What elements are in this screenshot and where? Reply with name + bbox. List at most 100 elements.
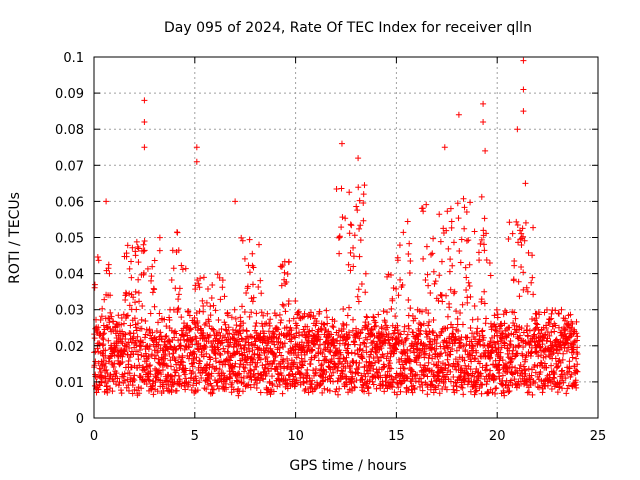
data-point xyxy=(463,341,470,348)
data-point xyxy=(132,324,139,331)
data-point xyxy=(458,365,465,372)
data-point xyxy=(189,336,196,343)
data-point xyxy=(248,309,255,316)
data-point xyxy=(225,324,232,331)
data-point xyxy=(432,386,439,393)
data-point xyxy=(394,391,401,398)
data-point xyxy=(370,355,377,362)
data-point xyxy=(555,324,562,331)
data-point xyxy=(449,324,456,331)
data-point xyxy=(548,329,555,336)
data-point xyxy=(229,379,236,386)
data-point xyxy=(369,339,376,346)
data-point xyxy=(402,337,409,343)
data-point xyxy=(381,363,388,370)
data-point xyxy=(338,185,345,192)
data-point xyxy=(417,349,424,356)
data-point xyxy=(267,316,274,323)
data-point xyxy=(552,307,559,314)
data-point xyxy=(333,338,340,345)
data-point xyxy=(518,325,525,332)
data-point xyxy=(298,371,305,378)
data-point xyxy=(327,378,334,385)
data-point xyxy=(158,371,165,378)
data-point xyxy=(337,351,344,358)
data-point xyxy=(181,337,188,344)
y-tick-label: 0.03 xyxy=(55,304,84,319)
data-point xyxy=(441,345,448,352)
data-point xyxy=(450,374,457,381)
data-point xyxy=(311,341,318,348)
data-point xyxy=(374,353,381,360)
data-point xyxy=(505,235,512,242)
data-point xyxy=(96,382,103,389)
data-point xyxy=(407,305,414,312)
data-point xyxy=(369,326,376,333)
data-point xyxy=(533,320,540,327)
data-point xyxy=(336,340,343,347)
data-point xyxy=(362,319,369,326)
data-point xyxy=(399,361,406,368)
data-point xyxy=(381,388,388,395)
data-point xyxy=(278,317,285,324)
data-point xyxy=(536,384,543,391)
data-point xyxy=(501,340,508,347)
data-point xyxy=(510,320,517,327)
data-point xyxy=(224,348,231,355)
data-point xyxy=(246,269,253,276)
data-point xyxy=(482,147,489,154)
data-point xyxy=(548,362,555,369)
data-point xyxy=(103,366,110,373)
data-point xyxy=(94,253,101,260)
data-point xyxy=(364,314,371,321)
data-point xyxy=(456,340,463,347)
data-point xyxy=(345,350,352,357)
data-point xyxy=(546,332,553,339)
data-point xyxy=(141,118,148,125)
data-point xyxy=(145,354,152,361)
data-point xyxy=(233,322,240,329)
data-point xyxy=(360,382,367,389)
data-point xyxy=(357,329,364,336)
data-point xyxy=(483,315,490,322)
data-point xyxy=(136,362,143,369)
data-point xyxy=(459,384,466,391)
data-point xyxy=(546,371,553,378)
data-point xyxy=(423,201,430,208)
data-point xyxy=(252,338,259,345)
data-point xyxy=(365,384,372,391)
data-point xyxy=(573,330,580,337)
data-point xyxy=(503,309,510,316)
data-point xyxy=(555,350,562,357)
data-point xyxy=(481,288,488,295)
data-point xyxy=(296,332,303,339)
data-point xyxy=(149,329,156,336)
data-point xyxy=(175,372,182,379)
data-point xyxy=(307,309,314,316)
data-point xyxy=(112,381,119,388)
data-point xyxy=(163,323,170,330)
data-point xyxy=(363,349,370,356)
data-point xyxy=(226,342,233,349)
data-point xyxy=(410,329,417,336)
data-point xyxy=(101,296,108,303)
data-point xyxy=(266,320,273,327)
data-point xyxy=(495,345,502,352)
data-point xyxy=(531,331,538,338)
data-point xyxy=(133,306,140,313)
data-point xyxy=(569,320,576,327)
data-point xyxy=(401,323,408,330)
data-point xyxy=(491,312,498,319)
data-point xyxy=(297,381,304,388)
data-point xyxy=(525,333,532,340)
data-point xyxy=(480,334,487,341)
data-point xyxy=(505,382,512,389)
data-point xyxy=(436,272,443,279)
data-point xyxy=(280,357,287,364)
data-point xyxy=(436,211,443,218)
data-point xyxy=(280,343,287,350)
data-point xyxy=(405,325,412,332)
data-point xyxy=(447,378,454,385)
data-point xyxy=(301,310,308,317)
